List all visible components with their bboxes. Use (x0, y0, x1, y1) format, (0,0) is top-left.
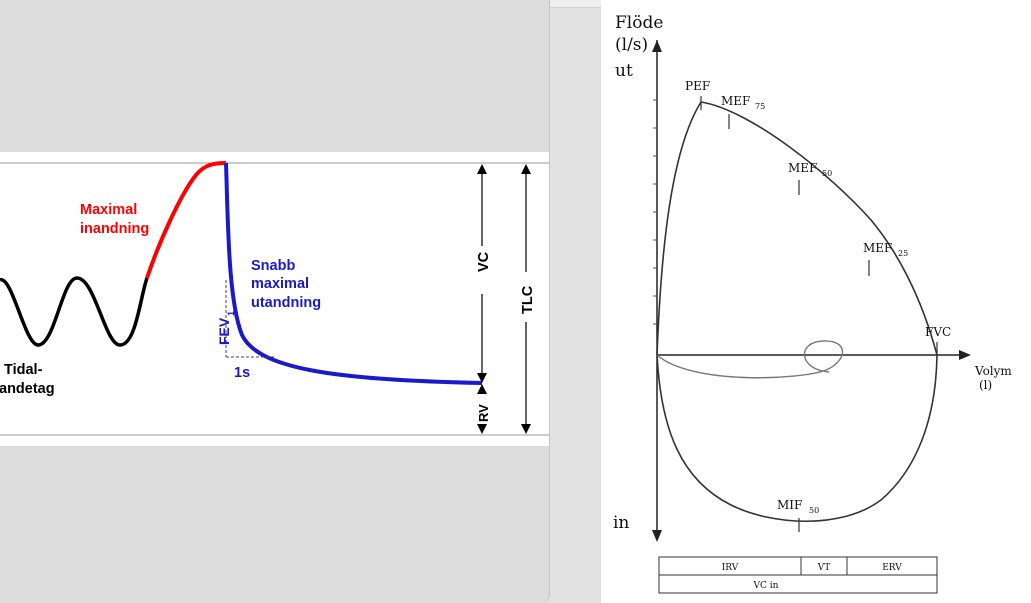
label-vc: VC (476, 251, 492, 272)
label-in: in (613, 513, 629, 533)
label-maximal-inhale-1: Maximal (80, 202, 137, 218)
flow-volume-window: Flöde (l/s) ut in Volym (l) PEF MEF 75 M… (601, 0, 1031, 603)
label-pef: PEF (685, 79, 710, 93)
y-axis-arrow-up (652, 40, 662, 52)
label-mef50: MEF (788, 161, 817, 175)
label-1s: 1s (234, 365, 250, 381)
label-tlc: TLC (520, 285, 536, 314)
label-fev1: FEV 1 (216, 311, 236, 345)
table-vt: VT (817, 563, 831, 573)
inspiratory-flow-curve (656, 354, 938, 522)
x-axis-arrow (959, 350, 971, 360)
table-irv: IRV (722, 563, 739, 573)
label-tidal-2: andetag (0, 381, 55, 397)
volume-table: IRV VT ERV VC in (658, 556, 938, 594)
tidal-breathing-curve (0, 276, 149, 347)
y-axis-arrow-down (652, 530, 662, 542)
tlc-arrowhead-down (521, 424, 531, 434)
label-fast-exhale-2: maximal (251, 276, 309, 292)
rv-arrowhead-down (477, 424, 487, 434)
label-fvc: FVC (925, 325, 951, 339)
tlc-arrowhead-up (521, 164, 531, 174)
vc-arrowhead-down (477, 373, 487, 383)
label-mef75-sub: 75 (755, 102, 765, 111)
tidal-loop-curve (656, 340, 844, 379)
label-fast-exhale-1: Snabb (251, 258, 295, 274)
expiratory-flow-curve (656, 101, 938, 356)
label-mef50-sub: 50 (822, 169, 832, 178)
table-row-bottom (658, 574, 938, 594)
label-fast-exhale-3: utandning (251, 295, 321, 311)
label-fev: FEV (216, 317, 232, 345)
table-vc-in: VC in (753, 581, 779, 591)
label-mef25-sub: 25 (898, 249, 908, 258)
label-out: ut (615, 61, 633, 81)
table-erv: ERV (882, 563, 902, 573)
label-mef25: MEF (863, 241, 892, 255)
label-mif50-sub: 50 (809, 506, 819, 515)
vc-arrowhead-up (477, 164, 487, 174)
spirometry-window: Maximal inandning Snabb maximal utandnin… (0, 0, 550, 603)
maximal-inhale-curve (145, 161, 227, 279)
spirometry-panel (0, 152, 549, 446)
y-axis-title-1: Flöde (615, 13, 663, 33)
y-axis-ticks (653, 99, 657, 325)
label-rv: RV (476, 404, 491, 422)
fast-exhale-curve (224, 162, 483, 385)
label-mif50: MIF (777, 498, 802, 512)
label-maximal-inhale-2: inandning (80, 221, 149, 237)
x-axis-title-1: Volym (974, 364, 1012, 378)
y-axis-title-2: (l/s) (615, 35, 648, 55)
flow-volume-diagram: Flöde (l/s) ut in Volym (l) PEF MEF 75 M… (613, 13, 1012, 594)
x-axis-title-2: (l) (979, 378, 992, 392)
label-mef75: MEF (721, 94, 750, 108)
spirometry-diagram: Maximal inandning Snabb maximal utandnin… (0, 152, 549, 446)
rv-arrowhead-up (477, 384, 487, 394)
label-fev-sub: 1 (226, 311, 236, 316)
label-tidal-1: Tidal- (4, 362, 43, 378)
